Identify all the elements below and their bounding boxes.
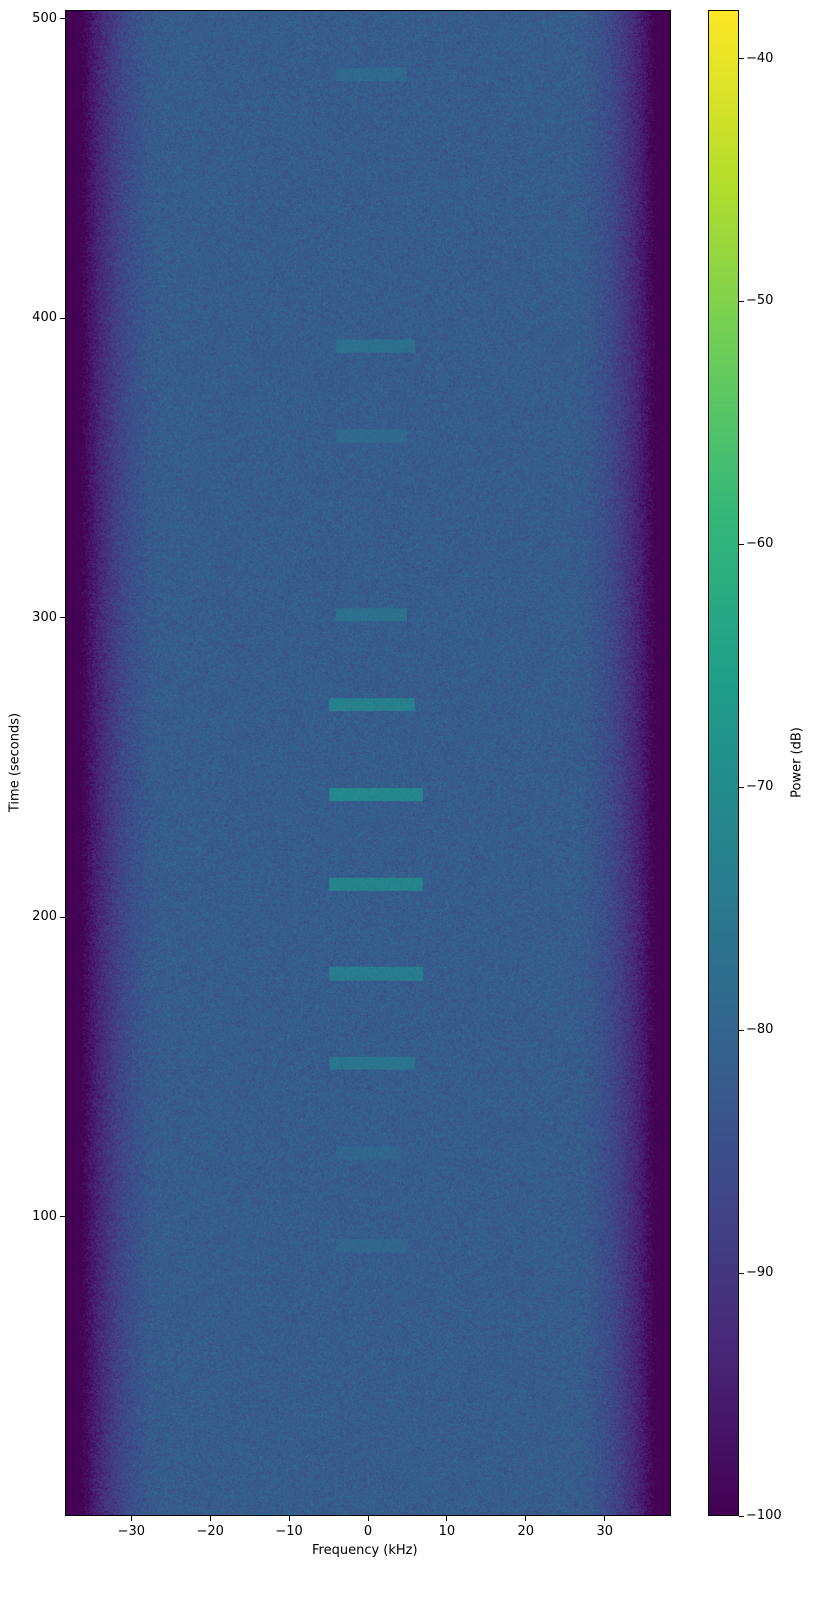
y-tick-label: 200 [32,909,57,925]
x-tick-mark [367,1516,369,1521]
x-tick-mark [209,1516,211,1521]
spectrogram-plot-area [65,10,671,1516]
y-tick-mark [60,916,65,918]
colorbar-tick-label: −50 [746,293,774,309]
colorbar-tick-label: −80 [746,1022,774,1038]
colorbar-gradient [709,11,738,1515]
y-tick-mark [60,1216,65,1218]
x-tick-label: 20 [517,1524,535,1539]
x-tick-label: 30 [596,1524,613,1539]
colorbar-tick-label: −70 [746,779,774,795]
colorbar-tick-mark [739,1272,744,1274]
y-tick-label: 500 [32,10,57,26]
colorbar-tick-label: −60 [746,536,774,552]
colorbar [708,10,739,1516]
colorbar-tick-mark [739,58,744,60]
x-tick-label: 10 [438,1524,456,1539]
spectrogram-image [66,11,670,1515]
y-tick-mark [60,617,65,619]
colorbar-tick-mark [739,300,744,302]
colorbar-tick-label: −40 [746,50,774,66]
x-tick-mark [130,1516,132,1521]
x-tick-label: 0 [363,1524,373,1539]
colorbar-tick-label: −100 [746,1508,782,1523]
colorbar-tick-mark [739,1515,744,1517]
colorbar-label: Power (dB) [789,727,805,798]
y-tick-label: 100 [32,1208,57,1224]
x-tick-mark [604,1516,606,1521]
colorbar-tick-mark [739,786,744,788]
x-tick-label: −30 [117,1524,145,1539]
y-tick-label: 400 [32,310,57,326]
x-tick-label: −20 [196,1524,224,1539]
y-tick-mark [60,18,65,20]
x-axis-label: Frequency (kHz) [312,1543,418,1558]
y-axis-label: Time (seconds) [7,712,23,813]
x-tick-mark [525,1516,527,1521]
y-tick-mark [60,317,65,319]
x-tick-label: −10 [275,1524,303,1539]
x-tick-mark [446,1516,448,1521]
colorbar-tick-label: −90 [746,1265,774,1281]
colorbar-tick-mark [739,1029,744,1031]
colorbar-tick-mark [739,543,744,545]
x-tick-mark [288,1516,290,1521]
y-tick-label: 300 [32,609,57,625]
